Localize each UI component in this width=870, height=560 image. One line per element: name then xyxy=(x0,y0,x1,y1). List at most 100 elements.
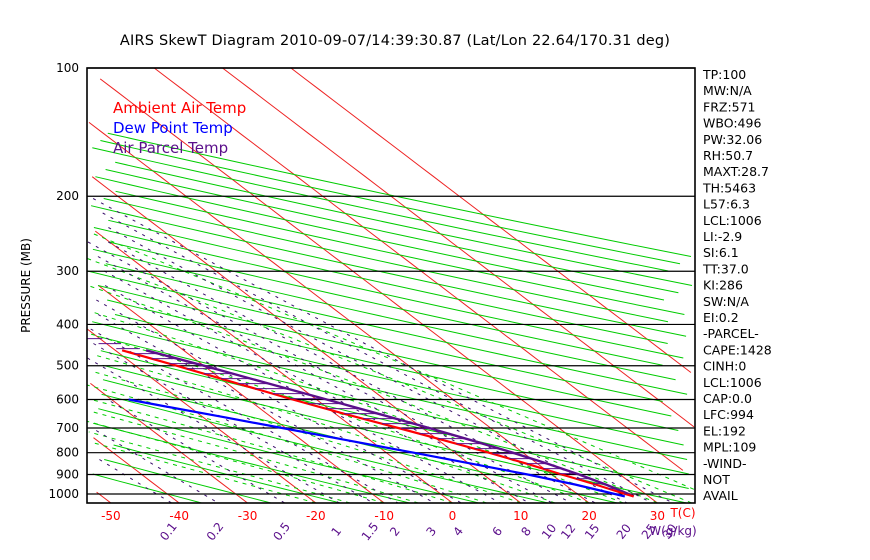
bottom-temp-tick-label: -20 xyxy=(306,509,326,523)
stats-row: LI:-2.9 xyxy=(703,229,742,244)
mixing-ratio-tick-label: 1.5 xyxy=(359,520,382,544)
stats-row: TT:37.0 xyxy=(702,261,749,276)
dry-adiabat-line xyxy=(100,140,681,265)
pressure-tick-label: 700 xyxy=(56,421,79,435)
dry-adiabat-line xyxy=(92,321,688,460)
pressure-tick-label: 400 xyxy=(56,317,79,331)
mixing-ratio-unit-label: W(g/kg) xyxy=(649,524,696,538)
dry-adiabat-line xyxy=(93,422,410,503)
stats-row: CAP:0.0 xyxy=(703,391,752,406)
dry-adiabat-line xyxy=(97,335,689,475)
dry-adiabat-line xyxy=(100,350,689,489)
pressure-tick-label: 900 xyxy=(56,467,79,481)
mixing-ratio-line xyxy=(95,430,219,503)
stats-row: AVAIL xyxy=(703,488,738,503)
moist-adiabat-line xyxy=(91,399,453,503)
moist-adiabat-line xyxy=(93,233,695,490)
stats-row: TP:100 xyxy=(702,67,746,82)
isobar-lines xyxy=(87,67,695,495)
mixing-ratio-tick-label: 8 xyxy=(518,524,534,539)
dew-point-curve xyxy=(128,398,626,498)
mixing-ratio-line xyxy=(102,212,653,503)
cape-hatching xyxy=(87,338,628,495)
stats-row: TH:5463 xyxy=(702,180,756,195)
mixing-ratio-tick-label: 1 xyxy=(328,524,344,539)
dry-adiabat-line xyxy=(93,227,684,359)
stats-row: MPL:109 xyxy=(703,440,756,455)
plot-border xyxy=(86,67,696,504)
dry-adiabat-line xyxy=(115,161,693,286)
legend-item-1: Dew Point Temp xyxy=(113,119,233,137)
stats-row: LCL:1006 xyxy=(703,375,762,390)
bottom-temp-tick-label: -10 xyxy=(374,509,394,523)
dry-adiabat-line xyxy=(103,198,669,323)
isotherm-line xyxy=(88,122,590,503)
pressure-tick-label: 300 xyxy=(56,264,79,278)
grid-lines xyxy=(87,68,695,503)
pressure-tick-label: 600 xyxy=(56,392,79,406)
mixing-ratio-line xyxy=(93,343,374,503)
stats-row: CAPE:1428 xyxy=(703,342,772,357)
stats-row: SI:6.1 xyxy=(703,245,739,260)
mixing-ratio-line xyxy=(104,285,501,503)
stats-row: LFC:994 xyxy=(703,407,754,422)
dry-adiabat-line xyxy=(108,219,668,344)
dry-adiabat-line xyxy=(115,190,685,315)
bottom-temp-tick-label: 0 xyxy=(449,509,457,523)
stats-row: L57:6.3 xyxy=(703,197,750,212)
bottom-temp-tick-label: 30 xyxy=(650,509,665,523)
dry-adiabat-line xyxy=(105,263,688,395)
stats-row: LCL:1006 xyxy=(703,213,762,228)
stats-row: MW:N/A xyxy=(703,83,752,98)
pressure-tick-label: 100 xyxy=(56,61,79,75)
isotherm-line xyxy=(290,68,692,373)
moist-adiabat-line xyxy=(89,441,317,503)
legend: Ambient Air Temp Dew Point Temp Air Parcel… xyxy=(113,99,246,157)
stats-row: -WIND- xyxy=(703,456,747,471)
stats-row: KI:286 xyxy=(703,278,743,293)
dry-adiabat-line xyxy=(107,132,692,257)
mixing-ratio-line xyxy=(87,241,572,503)
ambient-temp-curve xyxy=(121,349,634,498)
bottom-temp-tick-label: 20 xyxy=(581,509,596,523)
mixing-ratio-tick-label: 12 xyxy=(558,521,578,542)
legend-item-2: Air Parcel Temp xyxy=(113,139,228,157)
mixing-ratio-tick-label: 3 xyxy=(424,524,440,539)
stats-row: PW:32.06 xyxy=(703,132,762,147)
chart-title: AIRS SkewT Diagram 2010-09-07/14:39:30.8… xyxy=(119,33,671,49)
pressure-axis-labels: 100 200 300 400 500 600 700 800 900 1000 xyxy=(48,61,79,501)
dry-adiabat-line xyxy=(104,459,272,503)
moist-adiabat-line xyxy=(88,431,351,503)
pressure-tick-label: 500 xyxy=(56,359,79,373)
temp-unit-label: T(C) xyxy=(669,506,695,520)
moist-adiabat-line xyxy=(88,333,590,503)
dry-adiabat-line xyxy=(114,314,684,446)
moist-adiabat-line xyxy=(92,353,556,503)
bottom-temp-tick-label: 10 xyxy=(513,509,528,523)
isotherm-line xyxy=(94,230,453,503)
mixing-ratio-tick-label: 0.1 xyxy=(157,520,180,544)
stats-row: MAXT:28.7 xyxy=(703,164,769,179)
moist-adiabat-line xyxy=(87,420,385,503)
isotherm-line xyxy=(93,437,180,503)
mixing-ratio-tick-label: 2 xyxy=(387,524,403,539)
mixing-ratio-tick-label: 20 xyxy=(614,521,634,542)
dry-adiabat-line xyxy=(98,408,479,503)
stats-row: NOT xyxy=(703,472,730,487)
stats-row: CINH:0 xyxy=(703,359,746,374)
mixing-ratio-tick-label: 0.5 xyxy=(270,520,293,544)
dry-adiabat-line xyxy=(97,285,672,417)
moist-adiabat-line xyxy=(89,285,658,503)
bottom-temp-tick-label: -30 xyxy=(238,509,258,523)
pressure-tick-label: 800 xyxy=(56,446,79,460)
stats-row: EL:192 xyxy=(703,423,746,438)
stats-row: RH:50.7 xyxy=(703,148,753,163)
stats-row: WBO:496 xyxy=(703,116,761,131)
bottom-temp-tick-label: -50 xyxy=(101,509,121,523)
stats-row: EI:0.2 xyxy=(703,310,739,325)
mixing-ratio-line xyxy=(87,357,340,503)
mixing-ratio-line xyxy=(96,299,462,503)
